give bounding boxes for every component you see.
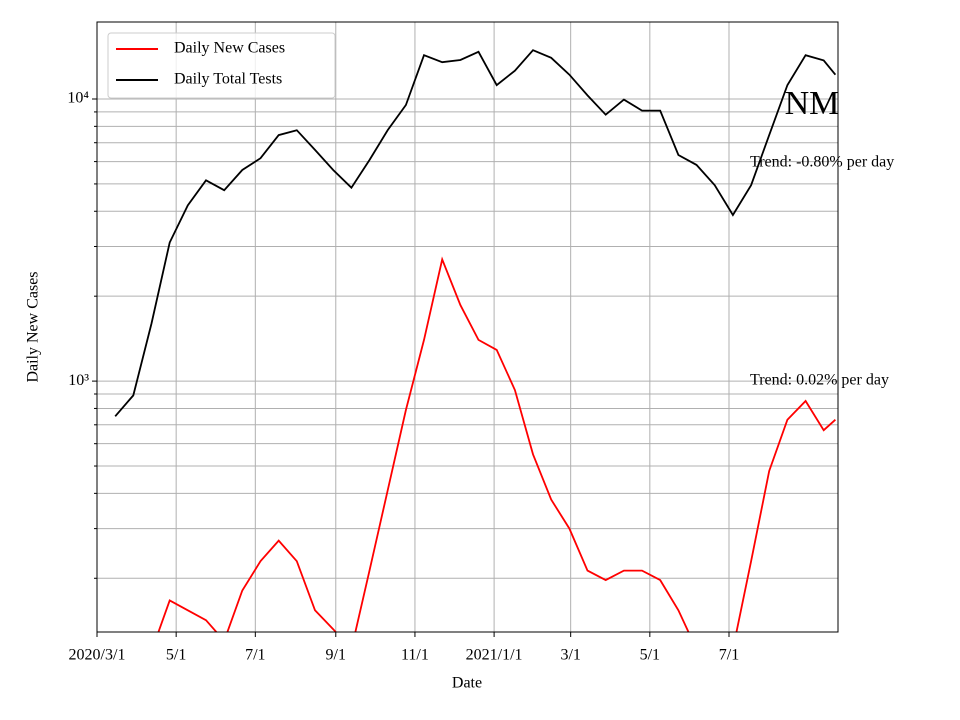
x-tick-label: 3/1 (560, 647, 580, 664)
annotation: Trend: 0.02% per day (750, 372, 889, 389)
annotation: NM (785, 85, 840, 122)
data-line (114, 49, 837, 417)
x-tick-label: 5/1 (166, 647, 186, 664)
annotation: Trend: -0.80% per day (750, 154, 894, 171)
y-tick-label: 10⁴ (67, 90, 89, 107)
y-tick-label: 10³ (68, 372, 89, 389)
y-axis-label: Daily New Cases (25, 271, 42, 382)
plot-frame (96, 21, 839, 633)
x-tick-label: 7/1 (245, 647, 265, 664)
legend-label: Daily Total Tests (174, 71, 282, 88)
x-tick-label: 2020/3/1 (69, 647, 126, 664)
x-tick-label: 9/1 (326, 647, 346, 664)
legend-box (107, 32, 336, 99)
x-tick-label: 5/1 (640, 647, 660, 664)
data-line (157, 256, 837, 632)
x-tick-label: 11/1 (401, 647, 429, 664)
x-axis-label: Date (452, 675, 482, 692)
x-tick-label: 2021/1/1 (466, 647, 523, 664)
legend-label: Daily New Cases (174, 40, 285, 57)
x-tick-label: 7/1 (719, 647, 739, 664)
